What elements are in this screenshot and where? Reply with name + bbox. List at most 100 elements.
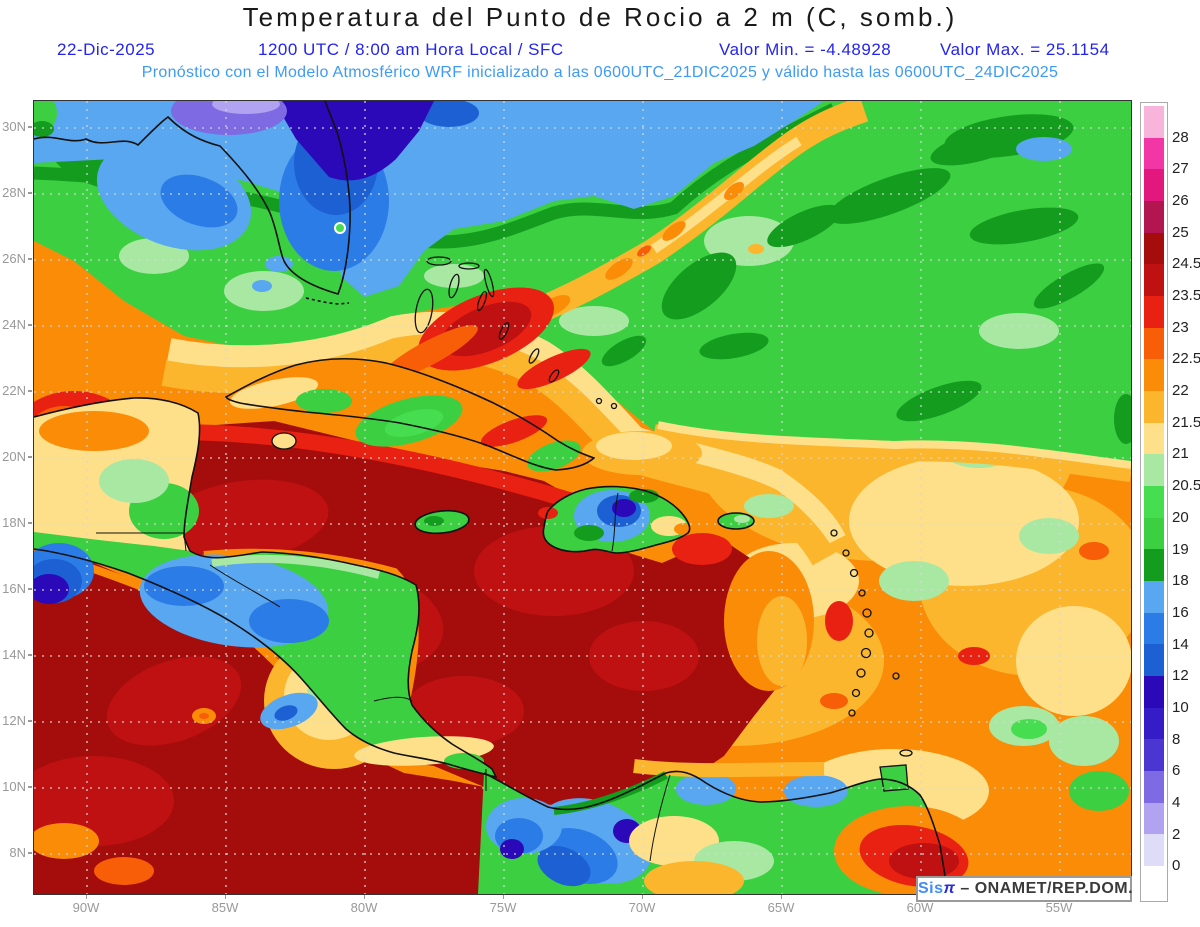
colorbar-segment-14 xyxy=(1144,612,1164,645)
lat-tick-24N: 24N xyxy=(0,317,32,333)
colorbar-label-27: 27 xyxy=(1172,160,1189,178)
lat-tick-14N: 14N xyxy=(0,647,32,663)
lon-tick-65W: 65W xyxy=(767,900,795,915)
cold-front-blue-band xyxy=(34,101,1072,297)
valid-time: 1200 UTC / 8:00 am Hora Local / SFC xyxy=(258,40,564,59)
jamaica-coastline xyxy=(414,509,470,535)
lat-tick-28N: 28N xyxy=(0,185,32,201)
colorbar-segment-24.5 xyxy=(1144,232,1164,265)
colorbar-label-23.5: 23.5 xyxy=(1172,287,1200,305)
land-masses xyxy=(34,358,984,894)
diagonal-streak xyxy=(484,101,1131,482)
lon-tick-mark-65W xyxy=(780,895,782,899)
colorbar-segment-26 xyxy=(1144,169,1164,202)
lon-tick-75W: 75W xyxy=(489,900,517,915)
colorbar-label-4: 4 xyxy=(1172,793,1181,811)
colorbar-segment-22.5 xyxy=(1144,327,1164,360)
south-america-coastline xyxy=(483,770,949,894)
pi-icon: π xyxy=(943,880,956,897)
lon-tick-70W: 70W xyxy=(628,900,656,915)
colorbar-label-28: 28 xyxy=(1172,128,1189,146)
colorbar-label-19: 19 xyxy=(1172,540,1189,558)
colorbar xyxy=(1140,102,1168,902)
cuba-coastline xyxy=(224,357,596,471)
colorbar-segment-20.5 xyxy=(1144,454,1164,487)
colorbar-segment-16 xyxy=(1144,581,1164,613)
lat-tick-10N: 10N xyxy=(0,779,32,795)
lon-tick-mark-75W xyxy=(502,895,504,899)
colorbar-label-26: 26 xyxy=(1172,192,1189,210)
colorbar-segment-22 xyxy=(1144,359,1164,392)
colorbar-segment-21.5 xyxy=(1144,391,1164,423)
lon-tick-mark-80W xyxy=(363,895,365,899)
colorbar-label-21.5: 21.5 xyxy=(1172,413,1200,431)
colorbar-segment-0 xyxy=(1144,834,1164,867)
small-islands xyxy=(414,256,913,792)
colorbar-label-20.5: 20.5 xyxy=(1172,477,1200,495)
colorbar-label-22.5: 22.5 xyxy=(1172,350,1200,368)
lat-tick-12N: 12N xyxy=(0,713,32,729)
colorbar-label-18: 18 xyxy=(1172,572,1189,590)
dewpoint-contour-map xyxy=(34,101,1131,894)
colorbar-segment-20 xyxy=(1144,486,1164,518)
puerto-rico-coastline xyxy=(717,512,755,530)
colorbar-label-20: 20 xyxy=(1172,508,1189,526)
lon-tick-mark-70W xyxy=(641,895,643,899)
colorbar-segment-10 xyxy=(1144,676,1164,708)
watermark-badge: Sisπ – ONAMET/REP.DOM. xyxy=(916,876,1134,902)
lon-tick-55W: 55W xyxy=(1045,900,1073,915)
colorbar-segment-6 xyxy=(1144,739,1164,772)
colorbar-segment-23.5 xyxy=(1144,264,1164,297)
coastlines xyxy=(34,101,949,894)
bahamas-red-streaks xyxy=(380,287,591,390)
lat-tick-26N: 26N xyxy=(0,251,32,267)
min-value: Valor Min. = -4.48928 xyxy=(719,40,892,59)
lon-tick-mark-90W xyxy=(85,895,87,899)
max-value: Valor Max. = 25.1154 xyxy=(940,40,1110,59)
colorbar-label-23: 23 xyxy=(1172,318,1189,336)
colorbar-label-24.5: 24.5 xyxy=(1172,255,1200,273)
hispaniola-coastline xyxy=(542,485,691,554)
colorbar-segment-8 xyxy=(1144,707,1164,740)
colorbar-label-6: 6 xyxy=(1172,762,1181,780)
colorbar-segment-23 xyxy=(1144,296,1164,328)
lat-tick-8N: 8N xyxy=(0,845,32,861)
colorbar-segment-27 xyxy=(1144,137,1164,170)
colorbar-segment-2 xyxy=(1144,802,1164,835)
lat-tick-30N: 30N xyxy=(0,119,32,135)
colorbar-label-12: 12 xyxy=(1172,667,1189,685)
run-date: 22-Dic-2025 xyxy=(57,40,156,59)
colorbar-label-10: 10 xyxy=(1172,698,1189,716)
forecast-line: Pronóstico con el Modelo Atmosférico WRF… xyxy=(141,64,1059,81)
lon-tick-85W: 85W xyxy=(211,900,239,915)
country-borders xyxy=(96,492,671,862)
colorbar-segment-21 xyxy=(1144,422,1164,455)
watermark-text: – ONAMET/REP.DOM. xyxy=(960,880,1134,897)
lon-tick-mark-85W xyxy=(224,895,226,899)
lat-tick-20N: 20N xyxy=(0,449,32,465)
lat-tick-16N: 16N xyxy=(0,581,32,597)
colorbar-segment-18 xyxy=(1144,549,1164,582)
colorbar-segment-4 xyxy=(1144,771,1164,803)
lon-tick-80W: 80W xyxy=(350,900,378,915)
colorbar-label-0: 0 xyxy=(1172,857,1181,875)
lat-tick-22N: 22N xyxy=(0,383,32,399)
lon-tick-60W: 60W xyxy=(906,900,934,915)
page-title: Temperatura del Punto de Rocio a 2 m (C,… xyxy=(242,2,958,32)
colorbar-segment-12 xyxy=(1144,644,1164,677)
colorbar-label-14: 14 xyxy=(1172,635,1189,653)
colorbar-label-22: 22 xyxy=(1172,382,1189,400)
watermark-brand: Sis xyxy=(918,880,944,897)
colorbar-label-21: 21 xyxy=(1172,445,1189,463)
florida-keys xyxy=(305,297,350,305)
lat-tick-18N: 18N xyxy=(0,515,32,531)
colorbar-segment-below-0 xyxy=(1144,866,1164,898)
map-canvas xyxy=(33,100,1132,895)
florida-cold-core xyxy=(171,101,479,271)
central-america-coastline xyxy=(34,548,498,779)
colorbar-segment-25 xyxy=(1144,201,1164,233)
colorbar-segment-28 xyxy=(1144,106,1164,138)
colorbar-label-2: 2 xyxy=(1172,825,1181,843)
colorbar-label-8: 8 xyxy=(1172,730,1181,748)
